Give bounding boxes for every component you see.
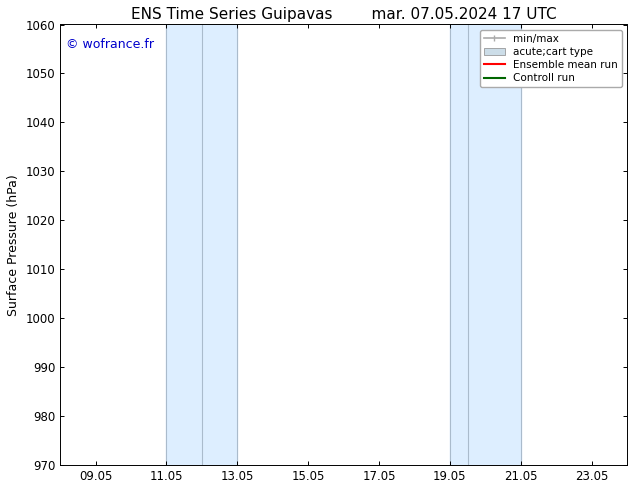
Legend: min/max, acute;cart type, Ensemble mean run, Controll run: min/max, acute;cart type, Ensemble mean … (479, 30, 622, 87)
Bar (450, 24, 521, 465)
Text: © wofrance.fr: © wofrance.fr (66, 38, 154, 51)
Bar (166, 24, 237, 465)
Title: ENS Time Series Guipavas        mar. 07.05.2024 17 UTC: ENS Time Series Guipavas mar. 07.05.2024… (131, 7, 557, 22)
Y-axis label: Surface Pressure (hPa): Surface Pressure (hPa) (7, 174, 20, 316)
